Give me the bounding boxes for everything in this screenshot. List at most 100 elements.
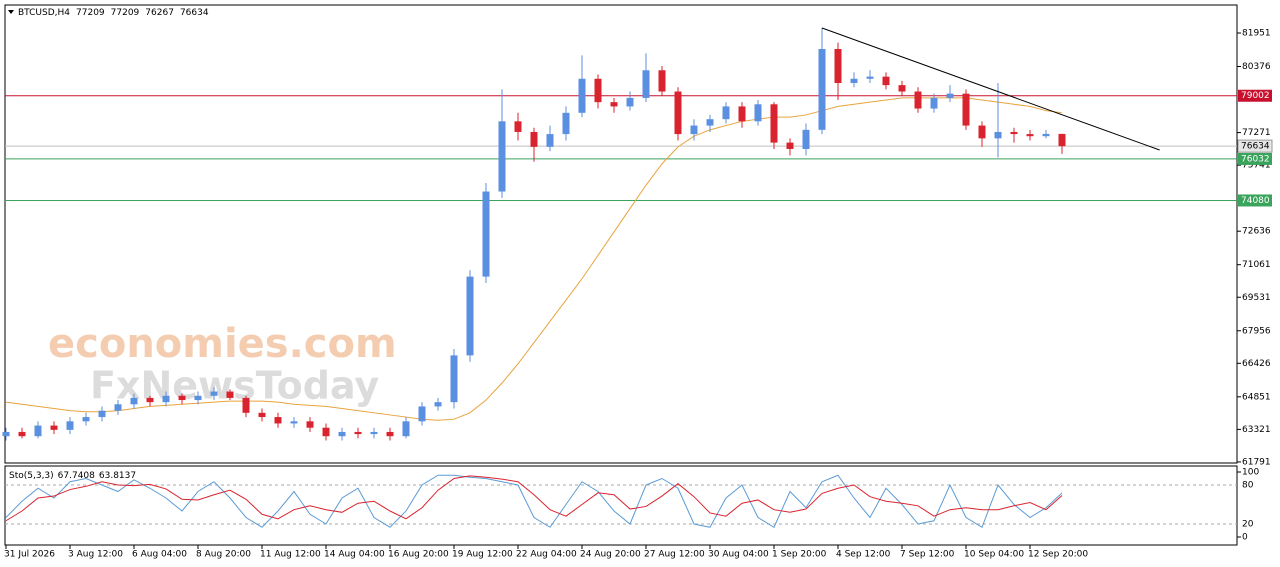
ohlc-value: 76267 xyxy=(145,8,174,18)
x-tick-label: 11 Aug 12:00 xyxy=(260,550,321,560)
candle-body xyxy=(210,391,218,396)
candle-body xyxy=(162,395,170,403)
menu-arrow[interactable] xyxy=(8,10,14,14)
level-label: 76032 xyxy=(1241,154,1270,164)
level-label-box xyxy=(1238,89,1272,102)
candle-body xyxy=(626,97,634,107)
candle-body xyxy=(226,391,234,398)
candle-body xyxy=(610,102,618,107)
candle-body xyxy=(770,104,778,143)
candle-body xyxy=(258,412,266,418)
y-tick-label: 71061 xyxy=(1242,260,1271,270)
candle-body xyxy=(818,48,826,130)
candle-body xyxy=(434,402,442,407)
candle-body xyxy=(546,134,554,147)
x-tick-label: 6 Aug 04:00 xyxy=(132,550,187,560)
candle-body xyxy=(530,131,538,147)
main-frame xyxy=(4,4,1238,464)
candle-body xyxy=(1010,131,1018,135)
candle-body xyxy=(642,70,650,98)
candle-body xyxy=(34,425,42,437)
price-label: 76634 xyxy=(1241,142,1270,152)
watermark: economies.com xyxy=(48,321,397,367)
x-tick-label: 4 Sep 12:00 xyxy=(836,550,891,560)
stochastic-line xyxy=(5,475,1063,522)
candle-body xyxy=(418,406,426,422)
candle-body xyxy=(322,427,330,437)
candle-body xyxy=(354,431,362,435)
trendline xyxy=(821,27,1160,151)
y-tick-label: 81951 xyxy=(1242,29,1271,39)
x-tick-label: 3 Aug 12:00 xyxy=(68,550,123,560)
indicator-frame xyxy=(4,465,1238,546)
x-tick-label: 1 Sep 20:00 xyxy=(772,550,827,560)
candle-body xyxy=(402,421,410,437)
indicator-name: Sto(5,3,3) xyxy=(9,471,54,481)
candle-body xyxy=(786,142,794,149)
indicator-level-label: 80 xyxy=(1242,481,1254,491)
candle-body xyxy=(498,121,506,192)
candle-body xyxy=(722,106,730,120)
x-tick-label: 22 Aug 04:00 xyxy=(516,550,577,560)
candle-body xyxy=(290,421,298,424)
candle-body xyxy=(690,125,698,135)
y-tick-label: 75741 xyxy=(1242,161,1271,171)
candle-body xyxy=(674,91,682,135)
indicator-tick-label: 100 xyxy=(1242,468,1259,478)
x-tick-label: 24 Aug 20:00 xyxy=(580,550,641,560)
candle-body xyxy=(482,191,490,277)
candle-body xyxy=(1026,134,1034,137)
candle-body xyxy=(994,131,1002,139)
candle-body xyxy=(898,85,906,92)
x-tick-label: 16 Aug 20:00 xyxy=(388,550,449,560)
candle-body xyxy=(18,431,26,437)
stochastic-line xyxy=(5,474,1063,528)
candle-body xyxy=(82,417,90,422)
y-tick-label: 63321 xyxy=(1242,425,1271,435)
candle-body xyxy=(866,76,874,79)
y-tick-label: 77271 xyxy=(1242,128,1271,138)
indicator-value: 63.8137 xyxy=(99,471,136,481)
candle-body xyxy=(98,410,106,418)
candle-body xyxy=(802,129,810,149)
x-tick-label: 7 Sep 12:00 xyxy=(900,550,955,560)
level-label-box xyxy=(1238,152,1272,165)
x-tick-label: 12 Sep 20:00 xyxy=(1028,550,1088,560)
candle-body xyxy=(146,397,154,403)
candle-body xyxy=(882,76,890,86)
candle-body xyxy=(738,106,746,122)
candle-body xyxy=(978,125,986,139)
y-tick-label: 64851 xyxy=(1242,392,1271,402)
candle-body xyxy=(450,355,458,403)
ohlc-value: 77209 xyxy=(111,8,140,18)
candle-body xyxy=(514,121,522,132)
candle-body xyxy=(242,397,250,413)
level-label: 79002 xyxy=(1241,91,1270,101)
indicator-tick-label: 0 xyxy=(1242,533,1248,543)
candle-body xyxy=(2,431,10,437)
candle-body xyxy=(754,104,762,122)
y-tick-label: 72636 xyxy=(1242,227,1271,237)
candle-body xyxy=(386,431,394,437)
candle-body xyxy=(834,48,842,84)
candle-body xyxy=(658,70,666,92)
candle-body xyxy=(306,421,314,428)
y-tick-label: 67956 xyxy=(1242,326,1271,336)
y-tick-label: 80376 xyxy=(1242,62,1271,72)
moving-average xyxy=(5,97,1063,421)
chart-header: BTCUSD,H4 77209 77209 76267 76634 xyxy=(18,8,209,18)
candle-body xyxy=(1042,133,1050,137)
level-label-box xyxy=(1238,194,1272,207)
y-tick-label: 61791 xyxy=(1242,457,1271,467)
x-tick-label: 14 Aug 04:00 xyxy=(324,550,385,560)
x-tick-label: 31 Jul 2026 xyxy=(4,550,55,560)
symbol: BTCUSD,H4 xyxy=(18,8,70,18)
candle-body xyxy=(914,91,922,109)
x-tick-label: 10 Sep 04:00 xyxy=(964,550,1024,560)
x-tick-label: 27 Aug 12:00 xyxy=(644,550,705,560)
y-tick-label: 66426 xyxy=(1242,359,1271,369)
candle-body xyxy=(130,397,138,405)
x-tick-label: 19 Aug 12:00 xyxy=(452,550,513,560)
candle-body xyxy=(946,93,954,98)
